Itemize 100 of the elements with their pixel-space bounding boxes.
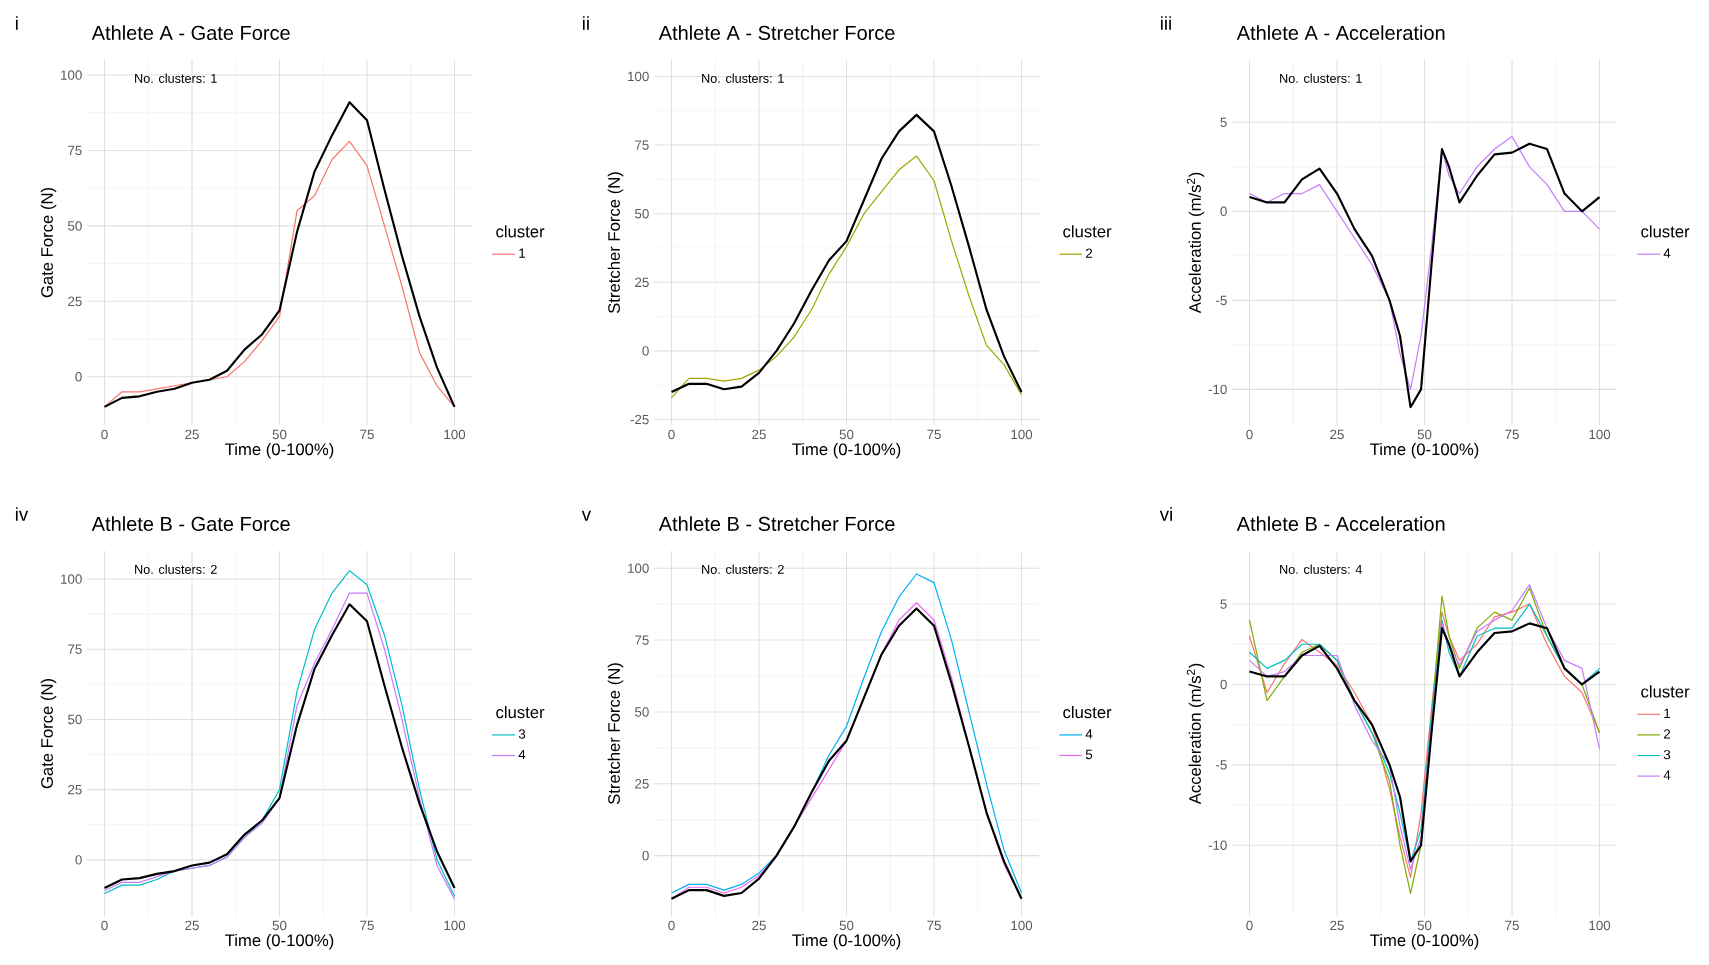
x-tick-label: 0 xyxy=(1246,920,1253,931)
legend-label: 3 xyxy=(1663,749,1671,760)
x-tick-label: 25 xyxy=(185,920,199,931)
x-axis-title: Time (0-100%) xyxy=(225,933,334,950)
y-tick-label: 50 xyxy=(68,221,82,231)
annotation: No. clusters: 1 xyxy=(702,73,784,83)
x-tick-label: 100 xyxy=(1589,429,1611,440)
y-tick-label: -25 xyxy=(630,414,649,425)
y-tick-label: 5 xyxy=(1220,599,1227,609)
x-tick-label: 75 xyxy=(1505,920,1519,931)
y-tick-label: -10 xyxy=(1208,384,1227,395)
chart-title: Athlete B - Acceleration xyxy=(1236,516,1445,531)
annotation: No. clusters: 1 xyxy=(1280,73,1362,83)
x-tick-label: 25 xyxy=(1330,429,1344,440)
y-tick-label: -5 xyxy=(1216,760,1227,770)
text: ii xyxy=(582,16,589,30)
chart-title: Athlete A - Gate Force xyxy=(91,25,290,40)
legend-title: cluster xyxy=(496,225,545,238)
x-tick-label: 75 xyxy=(1505,429,1519,440)
x-tick-label: 100 xyxy=(1589,920,1611,931)
legend-label: 4 xyxy=(1663,770,1671,780)
line-series xyxy=(670,155,1023,399)
x-tick-label: 75 xyxy=(927,920,941,931)
y-tick-label: 25 xyxy=(635,779,649,789)
chart-title: Athlete A - Stretcher Force xyxy=(658,25,895,40)
y-axis-title: Acceleration (m/s$^{2}$) xyxy=(1186,663,1205,805)
x-tick-label: 0 xyxy=(1246,429,1253,440)
chart-title: Athlete A - Acceleration xyxy=(1236,25,1445,40)
y-tick-label: 75 xyxy=(635,635,649,645)
x-axis-title: Time (0-100%) xyxy=(792,442,901,459)
y-axis-title: Stretcher Force (N) xyxy=(607,172,624,314)
x-tick-label: 50 xyxy=(272,920,287,931)
legend-label: 1 xyxy=(1664,708,1671,718)
text: i xyxy=(15,16,18,30)
annotation: No. clusters: 4 xyxy=(1280,564,1362,574)
y-axis-title: Acceleration (m/s$^{2}$) xyxy=(1186,172,1205,314)
y-axis-title: Stretcher Force (N) xyxy=(607,663,624,805)
legend-label: 4 xyxy=(1085,729,1093,739)
text: vi xyxy=(1159,507,1172,521)
y-tick-label: 0 xyxy=(642,850,649,861)
chart-title: Athlete B - Stretcher Force xyxy=(658,516,895,531)
y-tick-label: 50 xyxy=(635,707,649,717)
y-axis-title: Gate Force (N) xyxy=(40,187,57,298)
y-tick-label: 0 xyxy=(75,855,82,865)
y-tick-label: 50 xyxy=(68,714,82,725)
text: iii xyxy=(1160,16,1171,30)
legend-label: 1 xyxy=(519,248,526,258)
y-tick-label: 5 xyxy=(1220,117,1227,127)
x-axis-title: Time (0-100%) xyxy=(1370,442,1479,459)
legend-label: 5 xyxy=(1085,749,1093,760)
x-tick-label: 50 xyxy=(272,429,287,440)
y-tick-label: 100 xyxy=(61,70,82,80)
x-tick-label: 25 xyxy=(185,429,199,440)
x-tick-label: 50 xyxy=(839,429,854,440)
x-tick-label: 0 xyxy=(101,920,108,931)
legend-title: cluster xyxy=(1063,225,1112,238)
y-tick-label: -5 xyxy=(1216,295,1227,306)
legend-title: cluster xyxy=(1063,705,1112,719)
y-tick-label: 25 xyxy=(68,296,82,307)
y-tick-label: -10 xyxy=(1208,840,1227,850)
text: iv xyxy=(15,507,29,521)
x-tick-label: 75 xyxy=(360,429,374,440)
x-tick-label: 100 xyxy=(1011,429,1033,440)
legend-label: 4 xyxy=(1663,248,1671,258)
y-tick-label: 0 xyxy=(75,372,82,382)
y-tick-label: 75 xyxy=(635,140,649,150)
x-tick-label: 100 xyxy=(444,429,466,440)
line-series xyxy=(670,113,1023,394)
x-tick-label: 100 xyxy=(444,920,466,931)
x-tick-label: 75 xyxy=(927,429,941,439)
annotation: No. clusters: 2 xyxy=(135,564,217,574)
legend-title: cluster xyxy=(1641,225,1690,238)
legend-label: 2 xyxy=(1085,248,1093,258)
x-tick-label: 0 xyxy=(668,920,675,931)
x-tick-label: 0 xyxy=(101,429,108,440)
y-tick-label: 100 xyxy=(628,71,649,82)
x-tick-label: 25 xyxy=(752,920,766,931)
y-tick-label: 0 xyxy=(642,346,649,356)
y-tick-label: 0 xyxy=(1220,206,1227,217)
x-tick-label: 25 xyxy=(752,429,766,440)
x-axis-title: Time (0-100%) xyxy=(1370,933,1479,950)
x-tick-label: 100 xyxy=(1011,920,1033,931)
legend-label: 2 xyxy=(1663,729,1671,739)
legend-label: 4 xyxy=(518,749,526,760)
y-tick-label: 0 xyxy=(1220,679,1227,690)
x-tick-label: 25 xyxy=(1330,920,1344,931)
x-tick-label: 0 xyxy=(668,429,675,440)
y-tick-label: 25 xyxy=(68,784,82,795)
y-tick-label: 75 xyxy=(68,145,82,156)
x-axis-title: Time (0-100%) xyxy=(792,933,901,950)
y-axis-title: Gate Force (N) xyxy=(40,678,57,789)
x-tick-label: 75 xyxy=(360,920,374,931)
annotation: No. clusters: 1 xyxy=(135,73,217,83)
y-tick-label: 100 xyxy=(61,574,82,584)
y-tick-label: 25 xyxy=(635,277,649,287)
y-tick-label: 75 xyxy=(68,644,82,654)
text: v xyxy=(581,510,591,521)
y-tick-label: 50 xyxy=(635,208,649,219)
x-tick-label: 50 xyxy=(1417,920,1432,931)
x-tick-label: 50 xyxy=(839,920,854,931)
